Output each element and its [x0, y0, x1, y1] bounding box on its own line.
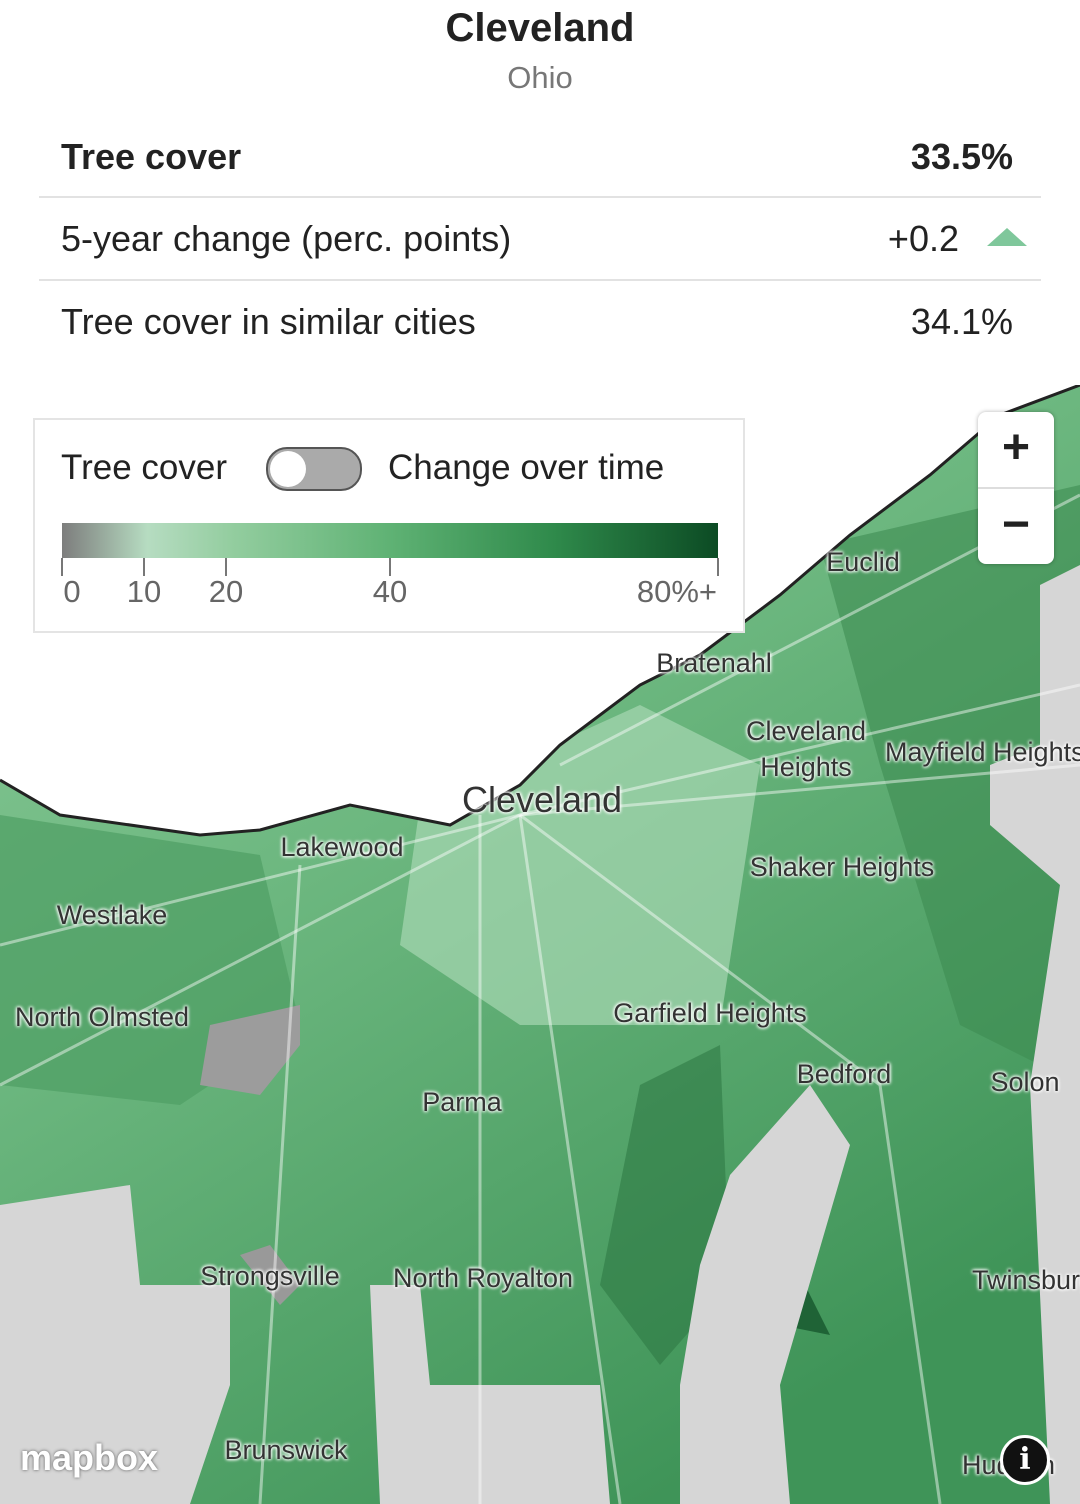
place-label: Mayfield Heights: [885, 737, 1080, 767]
place-label: Bratenahl: [656, 648, 772, 678]
place-label: Solon: [990, 1067, 1060, 1097]
place-label: Parma: [422, 1087, 502, 1117]
legend-tick-label: 40: [372, 574, 408, 609]
stat-row: Tree cover 33.5%: [39, 116, 1041, 198]
color-scale: [62, 523, 718, 558]
legend-tick-label: 80%+: [636, 574, 717, 609]
place-label: Shaker Heights: [749, 852, 935, 882]
legend-tick: [717, 558, 719, 576]
place-label: Strongsville: [200, 1261, 340, 1291]
place-label: Cleveland: [461, 779, 623, 820]
legend-tick: [389, 558, 391, 576]
legend-tick: [225, 558, 227, 576]
place-label: Westlake: [56, 900, 168, 930]
stat-label: Tree cover: [61, 136, 242, 177]
divider: [39, 279, 1041, 281]
toggle[interactable]: [266, 447, 362, 491]
legend-tick: [61, 558, 63, 576]
toggle-label: Change over time: [388, 448, 665, 487]
place-label: North Olmsted: [14, 1002, 190, 1032]
place-label: Lakewood: [280, 832, 404, 862]
up-arrow: [987, 228, 1027, 246]
stat-row: 5-year change (perc. points) +0.2: [39, 198, 1041, 280]
stat-row: Tree cover in similar cities 34.1%: [39, 281, 1041, 363]
attribution-logo[interactable]: mapbox: [20, 1437, 159, 1478]
place-label: Brunswick: [224, 1435, 348, 1465]
map[interactable]: Euclid Bratenahl Cleveland Heights Mayfield…: [0, 385, 1080, 1504]
stat-value: 34.1%: [910, 301, 1013, 342]
stat-label: 5-year change (perc. points): [61, 218, 512, 259]
place-label: Cleveland Heights: [745, 716, 867, 782]
legend: Tree cover Change over time 0 10 20 40 80%+: [33, 418, 745, 633]
map-base: [0, 385, 1080, 1504]
zoom-in[interactable]: +: [978, 412, 1054, 489]
zoom-out[interactable]: −: [1001, 498, 1031, 551]
stat-value: 33.5%: [910, 136, 1013, 177]
info-button[interactable]: i: [1000, 1435, 1050, 1485]
zoom-control: + −: [978, 412, 1054, 564]
place-label: Bedford: [796, 1059, 892, 1089]
legend-tick-label: 10: [126, 574, 162, 609]
legend-tick-label: 0: [63, 574, 81, 609]
legend-tick-label: 20: [208, 574, 244, 609]
stat-value: +0.2: [887, 218, 959, 259]
legend-tick: [143, 558, 145, 576]
place-label: Twinsburg: [972, 1265, 1080, 1295]
toggle-label: Tree cover: [61, 448, 227, 487]
place-label: Euclid: [826, 547, 900, 577]
place-label: North Royalton: [392, 1263, 574, 1293]
title: Cleveland: [445, 6, 635, 50]
subtitle: Ohio: [507, 60, 573, 95]
stat-label: Tree cover in similar cities: [61, 301, 476, 342]
place-label: Garfield Heights: [613, 998, 807, 1028]
divider: [39, 196, 1041, 198]
